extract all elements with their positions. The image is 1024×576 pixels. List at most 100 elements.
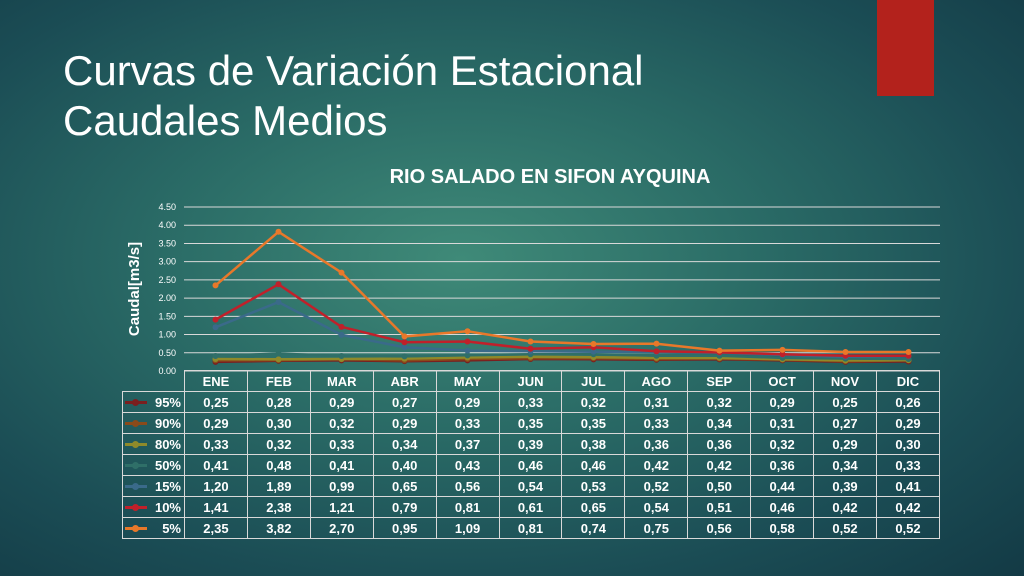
data-point (401, 344, 408, 351)
x-tick-label: NOV (813, 370, 877, 392)
table-row: 15% 1,20 1,89 0,99 0,65 0,56 0,54 0,53 0,52 0,50 0… (122, 475, 941, 497)
data-label: 0,35 (498, 412, 563, 434)
legend-entry: 50% (122, 454, 185, 476)
data-label: 0,28 (246, 391, 311, 413)
data-label: 0,36 (750, 454, 815, 476)
table-row: 95% 0,25 0,28 0,29 0,27 0,29 0,33 0,32 0,31 0,32 0… (122, 391, 941, 413)
data-label: 0,32 (561, 391, 626, 413)
data-point (212, 353, 219, 360)
data-label: 0,52 (813, 517, 877, 539)
legend-label: 50% (154, 457, 181, 473)
x-tick-label: FEB (246, 370, 311, 392)
legend-key (125, 483, 147, 490)
data-label: 0,44 (750, 475, 815, 497)
data-label: 0,27 (372, 391, 437, 413)
data-label: 0,33 (435, 412, 500, 434)
legend-entry: 80% (122, 433, 185, 455)
data-label: 0,34 (687, 412, 752, 434)
legend-label: 5% (162, 520, 181, 536)
legend-entry: 95% (122, 391, 185, 413)
data-label: 1,09 (435, 517, 500, 539)
y-tick-label: 3.00 (158, 257, 176, 267)
table-row: 5% 2,35 3,82 2,70 0,95 1,09 0,81 0,74 0,75 0,56 0,… (122, 517, 941, 539)
data-point (779, 346, 786, 353)
data-point (527, 338, 534, 345)
data-label: 0,25 (184, 391, 248, 413)
data-point (275, 228, 282, 235)
data-label: 0,31 (624, 391, 689, 413)
data-point (338, 331, 345, 338)
data-label: 0,26 (875, 391, 941, 413)
data-label: 0,46 (561, 454, 626, 476)
data-label: 0,29 (813, 433, 877, 455)
data-label: 0,43 (435, 454, 500, 476)
table-row: 10% 1,41 2,38 1,21 0,79 0,81 0,61 0,65 0,54 0,51 0… (122, 496, 941, 518)
chart-title: RIO SALADO EN SIFON AYQUINA (389, 166, 711, 188)
data-point (338, 353, 345, 360)
data-label: 0,29 (435, 391, 500, 413)
data-label: 0,99 (309, 475, 374, 497)
data-point (275, 356, 282, 363)
data-label: 0,31 (750, 412, 815, 434)
data-point (905, 349, 912, 356)
series-line-10pct (214, 282, 909, 357)
data-label: 0,29 (184, 412, 248, 434)
x-tick-label: AGO (624, 370, 689, 392)
data-label: 0,54 (498, 475, 563, 497)
data-label: 0,41 (184, 454, 248, 476)
data-label: 0,81 (498, 517, 563, 539)
legend-entry: 15% (122, 475, 185, 497)
x-tick-label: MAR (309, 370, 374, 392)
table-body: 95% 0,25 0,28 0,29 0,27 0,29 0,33 0,32 0,31 0,32 0… (122, 391, 941, 539)
legend-label: 90% (154, 415, 181, 431)
y-tick-label: 4.50 (158, 202, 176, 212)
data-label: 0,39 (498, 433, 563, 455)
data-point (212, 324, 219, 331)
data-point (212, 316, 219, 323)
data-label: 0,27 (813, 412, 877, 434)
data-label: 0,61 (498, 496, 563, 518)
data-label: 0,32 (750, 433, 815, 455)
data-label: 0,79 (372, 496, 437, 518)
data-label: 0,54 (624, 496, 689, 518)
data-label: 1,41 (184, 496, 248, 518)
x-tick-label: OCT (750, 370, 815, 392)
data-point (401, 333, 408, 340)
data-point (842, 349, 849, 356)
data-label: 0,42 (875, 496, 941, 518)
data-label: 0,40 (372, 454, 437, 476)
series-line-50pct (215, 352, 909, 361)
data-label: 0,33 (624, 412, 689, 434)
data-label: 0,37 (435, 433, 500, 455)
legend-key (125, 399, 147, 406)
data-point (338, 323, 345, 330)
data-label: 0,42 (687, 454, 752, 476)
data-point (275, 299, 282, 306)
data-point (590, 341, 597, 348)
x-tick-label: ABR (372, 370, 437, 392)
legend-label: 80% (154, 436, 181, 452)
legend-entry: 5% (122, 517, 185, 539)
data-label: 2,35 (184, 517, 248, 539)
data-point (401, 353, 408, 360)
legend-label: 10% (154, 499, 181, 515)
table-header-row: ENE FEB MAR ABR MAY JUN JUL AGO SEP OCT NOV DIC (123, 370, 941, 392)
data-point (464, 347, 471, 354)
data-label: 0,42 (813, 496, 877, 518)
data-label: 1,20 (184, 475, 248, 497)
data-point (464, 352, 471, 359)
data-label: 0,81 (435, 496, 500, 518)
data-label: 0,36 (687, 433, 752, 455)
data-label: 0,29 (750, 391, 815, 413)
data-label: 0,33 (184, 433, 248, 455)
data-label: 0,41 (309, 454, 374, 476)
data-point (275, 281, 282, 288)
data-label: 0,25 (813, 391, 877, 413)
y-axis-label: Caudal[m3/s] (126, 242, 143, 336)
data-point (653, 340, 660, 347)
data-label: 0,56 (435, 475, 500, 497)
data-label: 0,56 (687, 517, 752, 539)
table-row: 90% 0,29 0,30 0,32 0,29 0,33 0,35 0,35 0,33 0,34 0… (122, 412, 941, 434)
series-line-80pct (215, 355, 909, 362)
data-point (779, 351, 786, 358)
